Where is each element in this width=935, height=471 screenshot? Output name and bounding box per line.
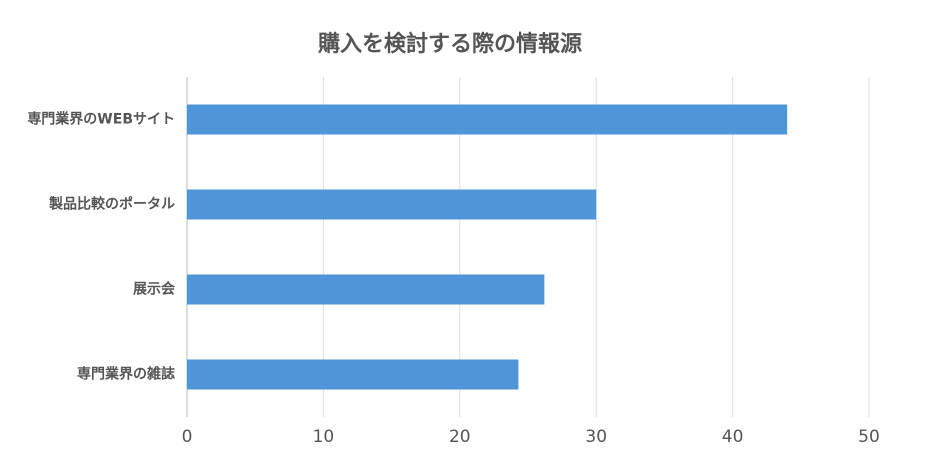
- y-tick-label: 展示会: [133, 281, 176, 298]
- x-tick-label: 40: [722, 427, 744, 447]
- x-tick-label: 20: [449, 427, 471, 447]
- y-tick-label: 製品比較のポータル: [48, 196, 175, 213]
- x-tick-label: 50: [858, 427, 880, 447]
- bar: [187, 359, 519, 390]
- y-tick-label: 専門業界の雑誌: [77, 366, 175, 383]
- y-tick-label: 専門業界のWEBサイト: [27, 111, 175, 128]
- x-tick-label: 0: [182, 427, 193, 447]
- chart-title: 購入を検討する際の情報源: [318, 31, 582, 57]
- bar: [187, 189, 597, 220]
- x-tick-label: 10: [313, 427, 335, 447]
- bar: [187, 104, 788, 135]
- bar: [187, 274, 545, 305]
- x-tick-label: 30: [585, 427, 607, 447]
